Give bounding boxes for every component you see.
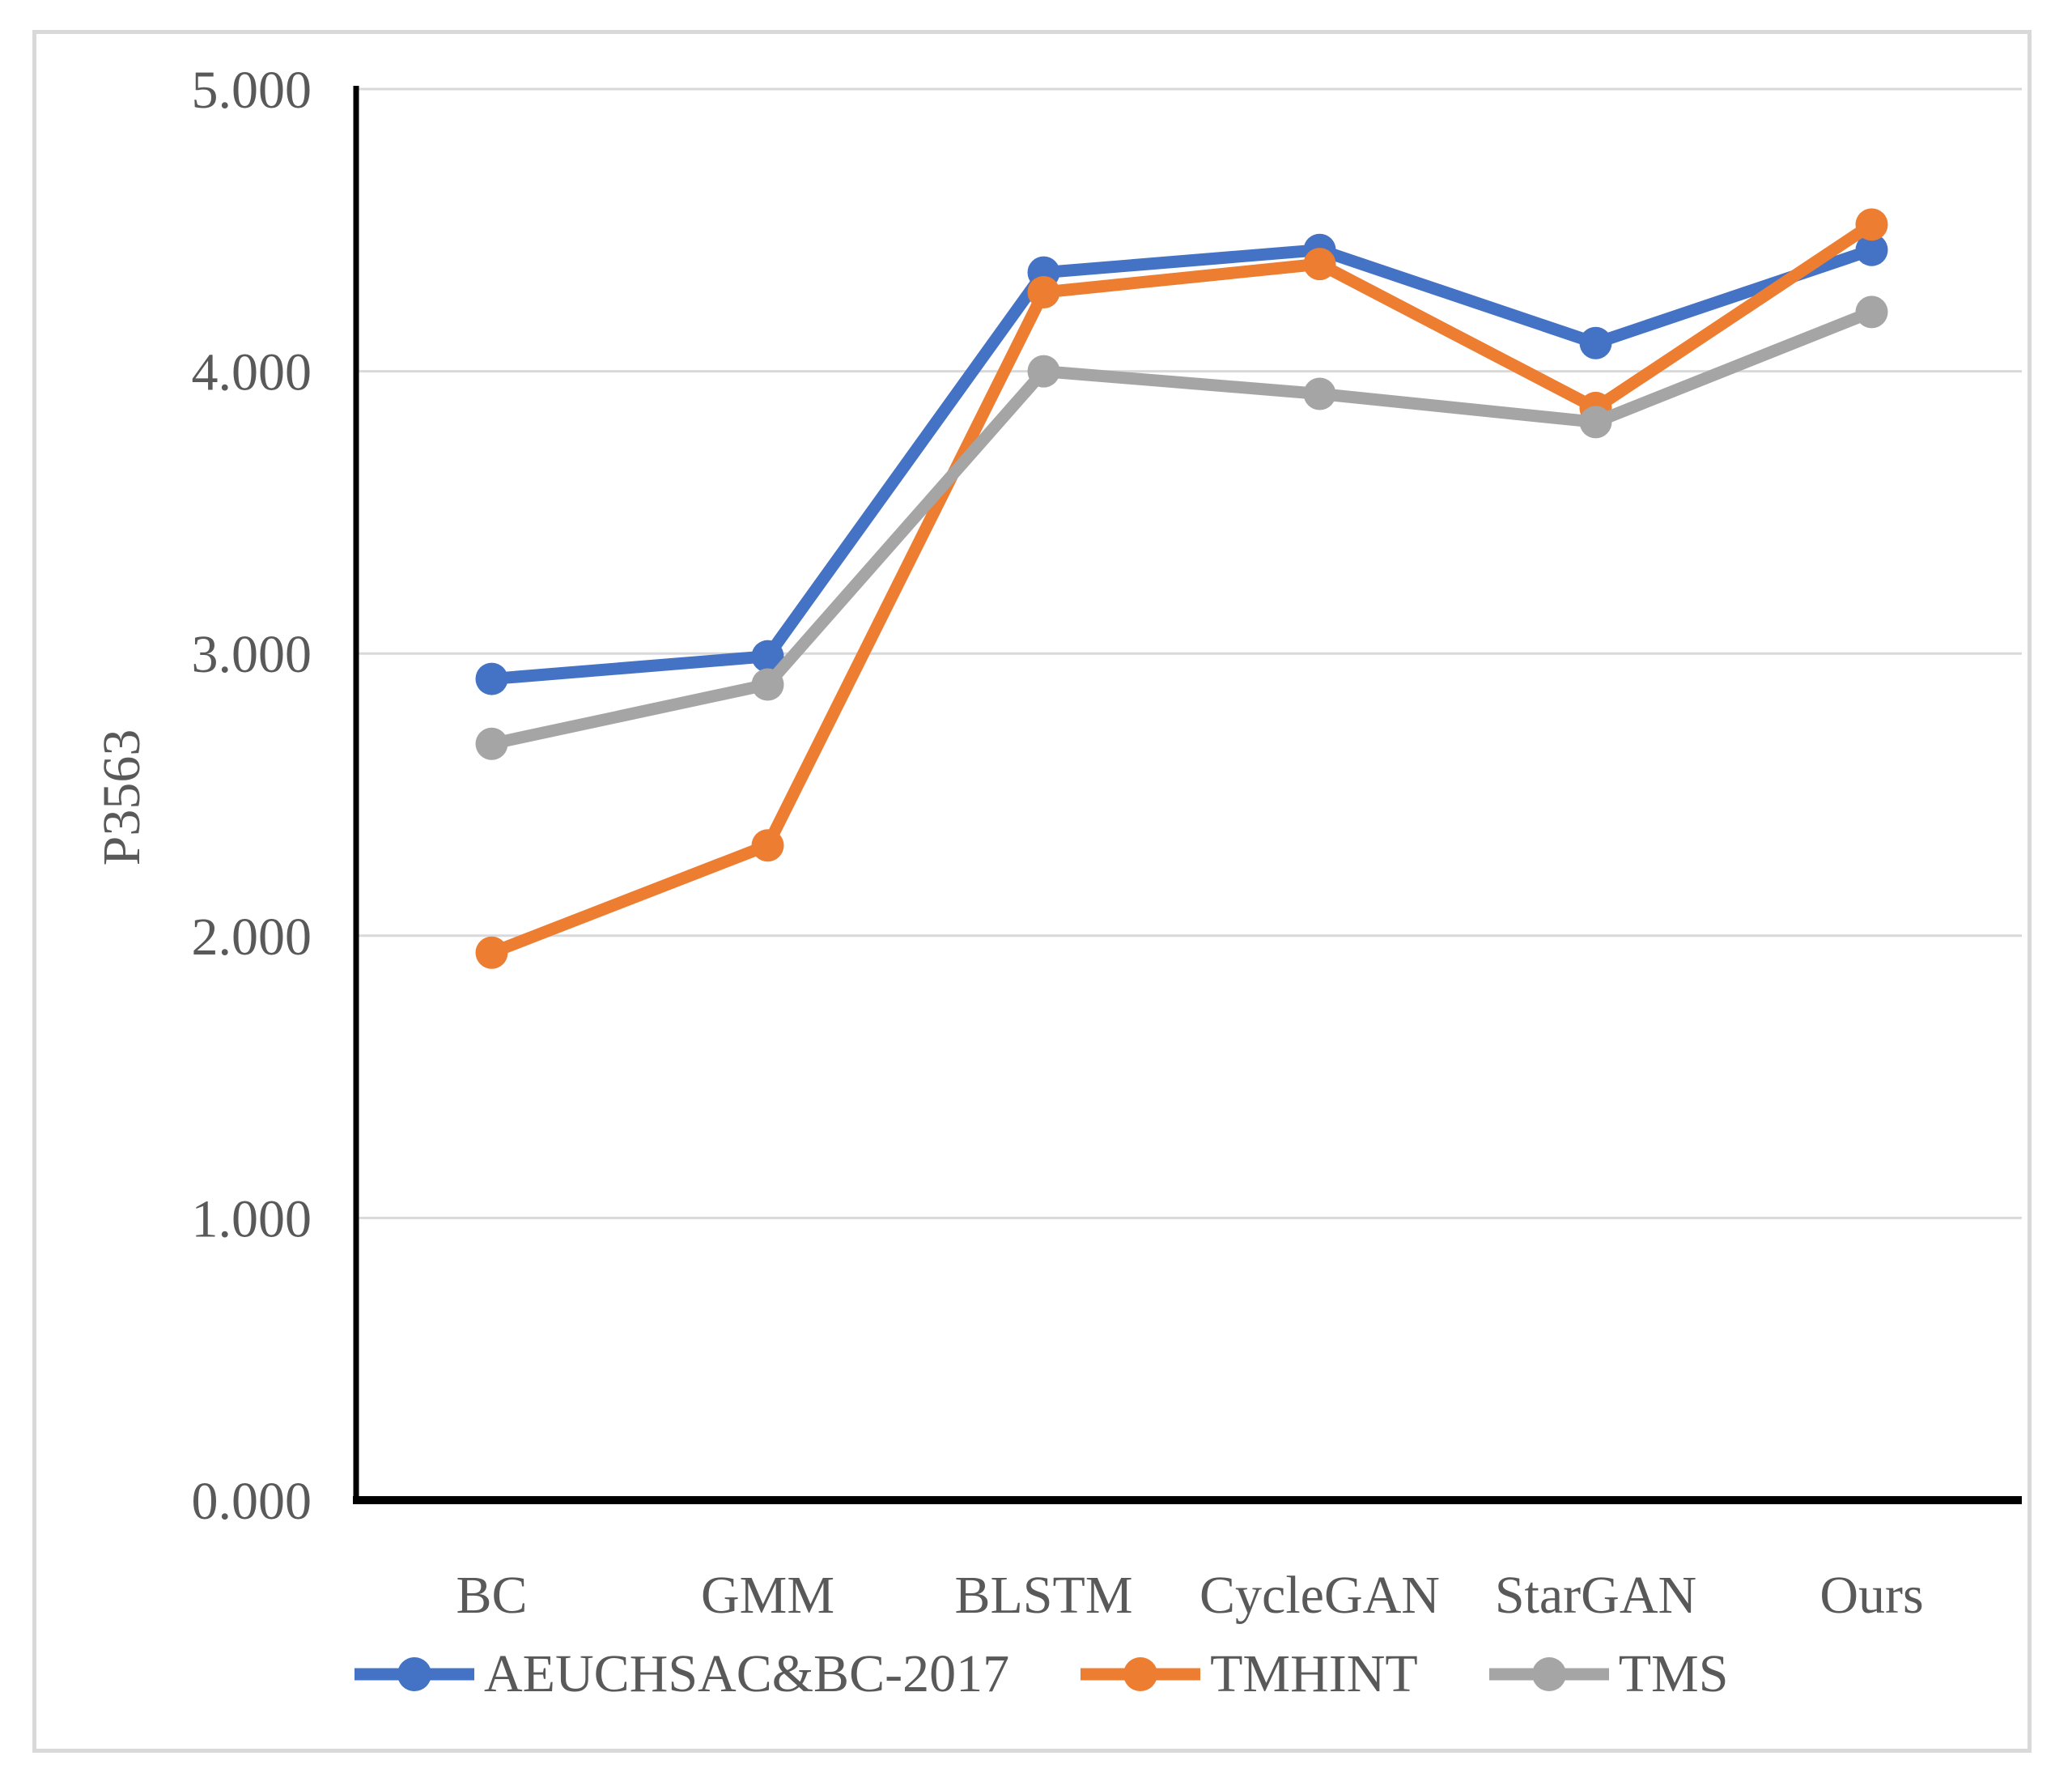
y-tick-label: 2.000 — [192, 908, 312, 967]
series-line — [486, 305, 1878, 750]
data-point — [1027, 355, 1060, 388]
legend-item-tmhint: TMHINT — [1079, 1648, 1418, 1701]
legend-item-tms: TMS — [1488, 1644, 1729, 1703]
chart-legend: AEUCHSAC&BC-2017 TMHINT TMS — [353, 1648, 1728, 1701]
y-tick-label: 3.000 — [192, 625, 312, 684]
legend-dot — [1123, 1657, 1158, 1691]
data-point — [1579, 406, 1612, 439]
legend-line-marker-icon — [355, 1657, 474, 1691]
x-category-label: GMM — [701, 1566, 834, 1625]
legend-dot — [1531, 1657, 1566, 1691]
data-point — [475, 936, 508, 969]
data-point — [475, 727, 508, 760]
y-tick-label: 1.000 — [192, 1189, 312, 1248]
x-category-label: Ours — [1819, 1566, 1923, 1625]
data-point — [1579, 326, 1612, 359]
y-tick-label: 4.000 — [192, 343, 312, 402]
y-tick-label: 5.000 — [192, 61, 312, 120]
data-point — [1303, 248, 1336, 281]
data-point — [1027, 275, 1060, 308]
series-line — [486, 244, 1878, 686]
data-point — [1855, 295, 1888, 329]
y-tick-labels: 0.000 1.000 2.000 3.000 4.000 5.000 — [192, 61, 312, 1531]
data-point — [1855, 208, 1888, 241]
data-point — [1303, 377, 1336, 410]
x-category-label: BLSTM — [954, 1566, 1132, 1625]
x-category-label: BC — [456, 1566, 527, 1625]
legend-label: TMHINT — [1210, 1644, 1418, 1703]
x-category-label: StarGAN — [1495, 1566, 1696, 1625]
x-category-label: CycleGAN — [1199, 1566, 1440, 1625]
series-AEUCHSAC&BC-2017 — [475, 233, 1888, 695]
data-point — [751, 668, 784, 701]
data-point — [751, 829, 784, 862]
series-TMHINT — [475, 208, 1888, 969]
data-point — [751, 640, 784, 673]
y-tick-label: 0.000 — [192, 1472, 312, 1531]
y-axis-title: P3563 — [92, 729, 151, 866]
legend-line-marker-icon — [1488, 1657, 1609, 1691]
legend-label: AEUCHSAC&BC-2017 — [484, 1644, 1010, 1703]
legend-item-aeuchsac: AEUCHSAC&BC-2017 — [353, 1648, 1009, 1701]
x-category-labels: BC GMM BLSTM CycleGAN StarGAN Ours — [456, 1566, 1923, 1625]
series-TMS — [475, 295, 1888, 760]
gridlines — [359, 87, 2022, 1219]
series-line — [486, 218, 1878, 959]
data-point — [1855, 233, 1888, 266]
legend-dot — [397, 1657, 431, 1691]
legend-label: TMS — [1618, 1644, 1729, 1703]
data-point — [475, 662, 508, 695]
legend-line-marker-icon — [1081, 1657, 1201, 1691]
